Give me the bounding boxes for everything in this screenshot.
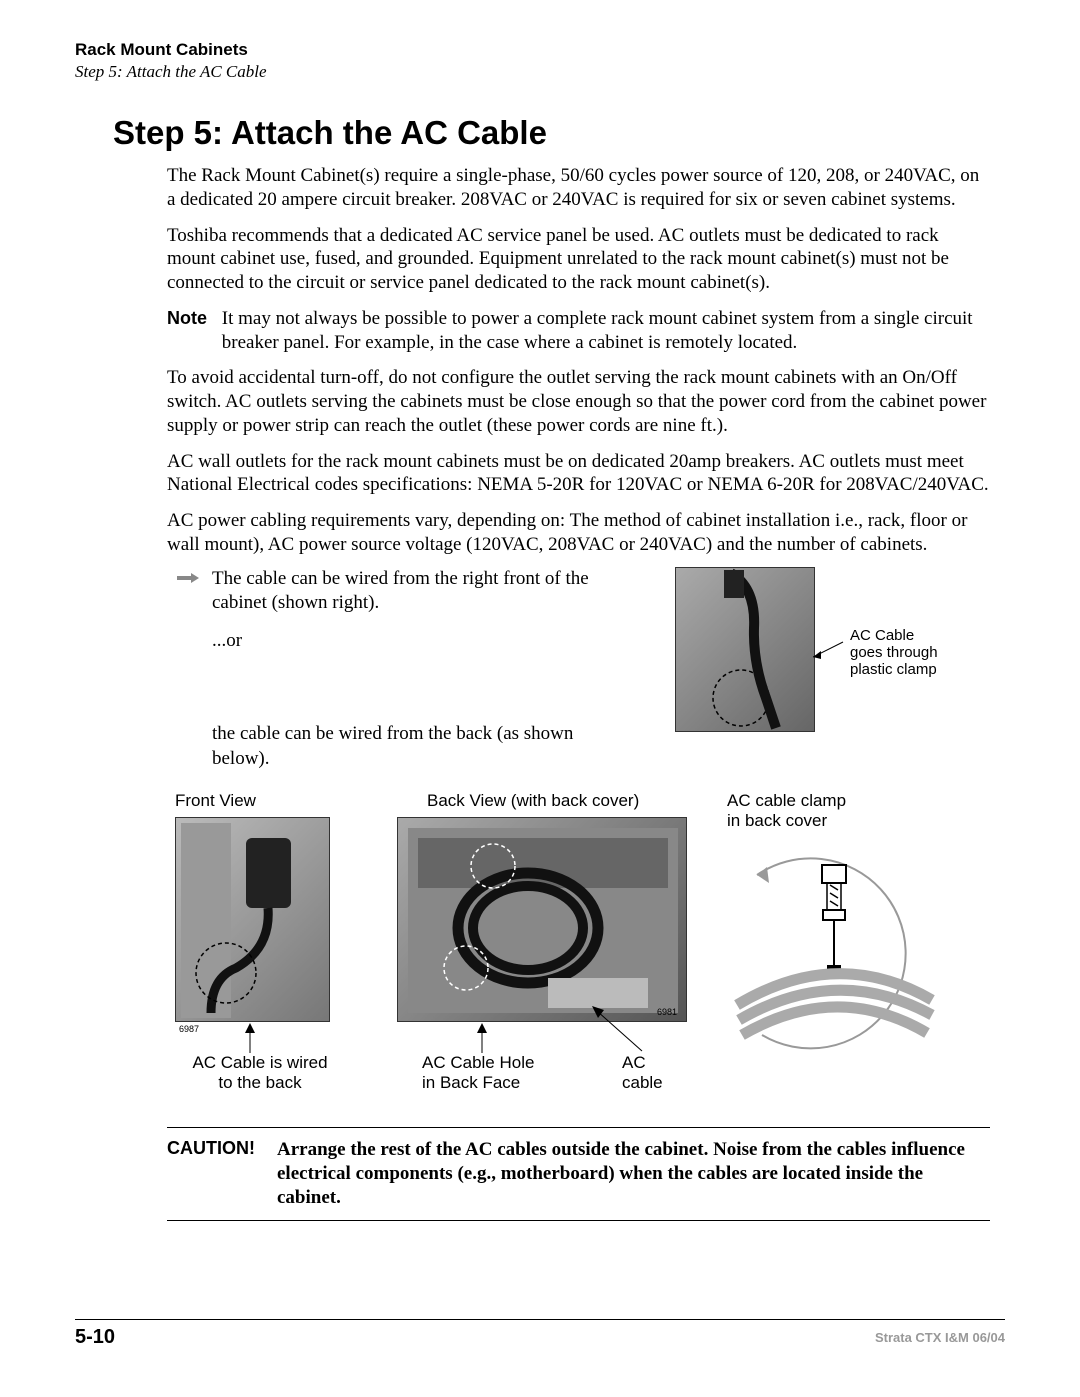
back-caption-b: AC cable	[622, 1053, 687, 1093]
body-content: The Rack Mount Cabinet(s) require a sing…	[167, 164, 990, 557]
figure-clamp: AC cable clamp in back cover	[727, 791, 947, 1070]
figure-front: Front View 6987 AC Cable is wired to the…	[175, 791, 330, 1034]
header-subtitle: Step 5: Attach the AC Cable	[75, 62, 1005, 82]
figure-back: Back View (with back cover) 6981 AC Cabl…	[397, 791, 687, 1022]
clamp-label-2: in back cover	[727, 811, 947, 831]
caution-block: CAUTION! Arrange the rest of the AC cabl…	[167, 1127, 990, 1220]
back-caption-a2: in Back Face	[422, 1073, 534, 1093]
photo-back-view	[397, 817, 687, 1022]
front-caption-2: to the back	[185, 1073, 335, 1093]
front-caption-1: AC Cable is wired	[185, 1053, 335, 1073]
arrow-up-icon-2	[472, 1023, 492, 1053]
paragraph-1: The Rack Mount Cabinet(s) require a sing…	[167, 164, 990, 212]
front-view-label: Front View	[175, 791, 330, 811]
leader-line-icon	[813, 637, 853, 667]
paragraph-2: Toshiba recommends that a dedicated AC s…	[167, 224, 990, 295]
photo-cable-clamp	[675, 567, 815, 732]
back-caption-a: AC Cable Hole in Back Face	[422, 1053, 534, 1093]
caution-label: CAUTION!	[167, 1138, 277, 1209]
bullet-text: The cable can be wired from the right fr…	[212, 567, 592, 616]
callout-ac-clamp: AC Cable goes through plastic clamp	[850, 627, 938, 679]
header-title: Rack Mount Cabinets	[75, 40, 1005, 60]
clamp-label: AC cable clamp in back cover	[727, 791, 947, 831]
page-number: 5-10	[75, 1326, 115, 1349]
arrow-up-icon	[240, 1023, 260, 1053]
clamp-diagram	[727, 835, 937, 1065]
caution-text: Arrange the rest of the AC cables outsid…	[277, 1138, 990, 1209]
back-caption-a1: AC Cable Hole	[422, 1053, 534, 1073]
right-photo-group: AC Cable goes through plastic clamp	[675, 567, 975, 732]
front-caption: AC Cable is wired to the back	[185, 1053, 335, 1093]
section-heading: Step 5: Attach the AC Cable	[113, 114, 1005, 152]
below-text: the cable can be wired from the back (as…	[212, 722, 592, 771]
note-label: Note	[167, 307, 217, 330]
note-body: It may not always be possible to power a…	[222, 307, 990, 355]
figure-row: Front View 6987 AC Cable is wired to the…	[167, 791, 990, 1111]
page-header: Rack Mount Cabinets Step 5: Attach the A…	[75, 40, 1005, 82]
footer-doc-id: Strata CTX I&M 06/04	[875, 1330, 1005, 1345]
paragraph-4: AC wall outlets for the rack mount cabin…	[167, 450, 990, 498]
bullet-section: The cable can be wired from the right fr…	[167, 567, 990, 772]
paragraph-3: To avoid accidental turn-off, do not con…	[167, 366, 990, 437]
arrow-diag-icon	[592, 1006, 652, 1056]
back-view-label: Back View (with back cover)	[427, 791, 687, 811]
page-footer: 5-10 Strata CTX I&M 06/04	[75, 1319, 1005, 1349]
callout-line-1: AC Cable	[850, 627, 938, 644]
paragraph-5: AC power cabling requirements vary, depe…	[167, 509, 990, 557]
callout-line-2: goes through	[850, 644, 938, 661]
photo-front-view	[175, 817, 330, 1022]
figure-id-right: 6981	[657, 1007, 677, 1017]
clamp-label-1: AC cable clamp	[727, 791, 947, 811]
bullet-arrow-icon	[167, 567, 212, 616]
callout-line-3: plastic clamp	[850, 661, 938, 678]
note-block: Note It may not always be possible to po…	[167, 307, 990, 355]
